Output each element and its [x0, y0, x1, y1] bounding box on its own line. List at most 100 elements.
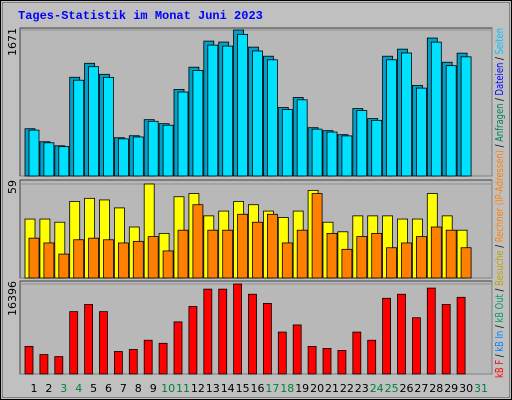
x-tick-label: 16: [251, 382, 265, 395]
bar: [352, 331, 362, 375]
bar: [266, 213, 278, 279]
x-tick-label: 23: [355, 382, 369, 395]
x-tick-label: 6: [105, 382, 112, 395]
legend-entry: Besuche: [493, 250, 506, 286]
bar: [88, 66, 99, 177]
bar: [128, 349, 138, 375]
bar: [248, 293, 257, 375]
legend-entry: kB Out: [493, 294, 506, 323]
bar: [252, 50, 263, 177]
bar: [192, 70, 204, 177]
x-tick-label: 28: [429, 382, 443, 395]
bar: [192, 204, 204, 279]
bar: [158, 342, 168, 375]
bar: [281, 242, 293, 279]
bar: [460, 56, 472, 177]
legend: kB F / kB In / kB Out / Besuche / Rechne…: [493, 28, 506, 378]
bar: [426, 287, 436, 375]
bar: [326, 131, 338, 177]
bar: [237, 213, 249, 279]
bar: [43, 242, 55, 279]
bar: [441, 304, 451, 375]
bar: [222, 45, 234, 177]
x-tick-label: 9: [150, 382, 157, 395]
bar: [326, 232, 338, 279]
bar: [337, 350, 347, 375]
x-tick-label: 3: [60, 382, 67, 395]
bar: [382, 297, 392, 375]
bar: [73, 239, 85, 279]
bar: [162, 250, 174, 279]
bar: [371, 232, 383, 279]
legend-separator: /: [493, 286, 506, 294]
x-tick-label: 2: [45, 382, 52, 395]
bar: [411, 317, 421, 375]
bar: [277, 331, 287, 375]
bar: [39, 354, 49, 375]
bar: [311, 128, 323, 177]
y-tick-label: 1671: [6, 28, 19, 56]
bar: [341, 135, 353, 177]
bar: [322, 348, 332, 375]
bar: [177, 229, 189, 279]
bar: [84, 304, 93, 375]
bar: [445, 229, 457, 279]
legend-separator: /: [493, 242, 506, 250]
bar: [147, 120, 159, 177]
bar: [103, 239, 114, 279]
legend-entry: Seiten: [493, 28, 506, 55]
bar: [430, 41, 442, 177]
x-tick-label: 4: [75, 382, 82, 395]
x-tick-label: 27: [414, 382, 428, 395]
x-tick-label: 26: [400, 382, 414, 395]
legend-separator: /: [493, 55, 506, 63]
bar: [296, 229, 308, 279]
bar: [296, 99, 308, 177]
bar: [58, 253, 70, 279]
x-tick-label: 19: [295, 382, 309, 395]
bar: [430, 226, 442, 279]
bar: [356, 236, 368, 279]
bar: [218, 288, 228, 375]
legend-separator: /: [493, 95, 506, 103]
bar: [456, 296, 466, 375]
bar: [54, 356, 64, 375]
x-tick-label: 22: [340, 382, 354, 395]
x-tick-label: 18: [280, 382, 294, 395]
bar: [401, 52, 412, 177]
bar: [460, 247, 472, 279]
bar: [147, 236, 159, 279]
bar: [401, 242, 412, 279]
bar: [367, 339, 377, 375]
x-tick-label: 15: [236, 382, 250, 395]
bar: [73, 79, 85, 177]
x-tick-label: 30: [459, 382, 473, 395]
x-tick-label: 5: [90, 382, 97, 395]
legend-entry: Rechner (IP-Adressen): [493, 150, 506, 242]
bar: [69, 311, 79, 375]
bar: [173, 321, 183, 375]
x-tick-label: 25: [385, 382, 399, 395]
bar: [371, 119, 383, 177]
legend-entry: Dateien: [493, 63, 506, 96]
bar: [43, 142, 55, 177]
x-tick-label: 29: [444, 382, 458, 395]
bar: [88, 237, 99, 279]
bar: [281, 109, 293, 177]
bar: [99, 311, 108, 375]
bar: [118, 138, 129, 177]
bar: [207, 229, 219, 279]
legend-entry: Anfragen: [493, 104, 506, 142]
legend-separator: /: [493, 142, 506, 150]
bar: [311, 193, 323, 279]
bar: [58, 146, 70, 177]
x-tick-label: 14: [221, 382, 235, 395]
bar: [415, 236, 427, 279]
x-tick-label: 10: [161, 382, 175, 395]
bar: [252, 221, 263, 279]
bar: [266, 59, 278, 177]
bar: [222, 229, 234, 279]
bar: [132, 136, 144, 177]
x-tick-label: 7: [120, 382, 127, 395]
